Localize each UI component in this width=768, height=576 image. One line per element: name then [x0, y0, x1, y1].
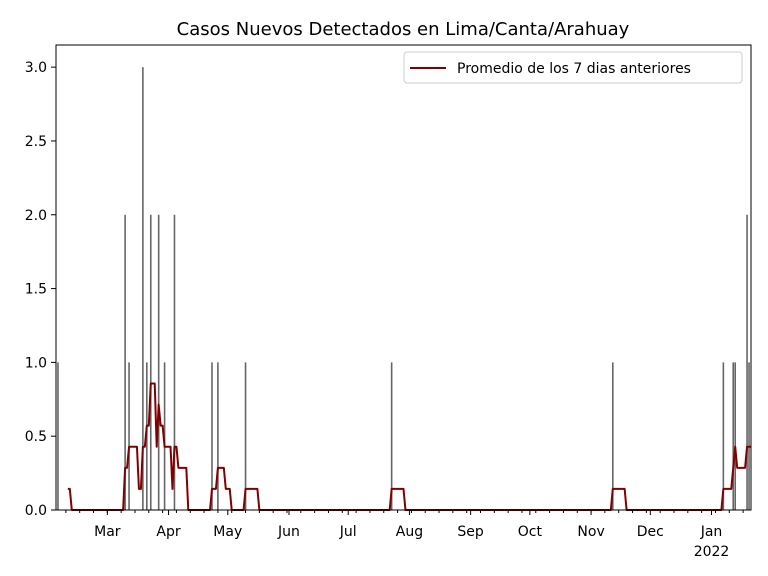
bar: [128, 362, 130, 510]
y-tick-label: 3.0: [25, 60, 47, 76]
y-tick-label: 1.0: [25, 355, 47, 371]
x-tick-label: Jun: [277, 524, 300, 540]
bar: [57, 362, 59, 510]
x-tick-label: Dec: [637, 524, 664, 540]
bar: [211, 362, 213, 510]
bar: [748, 362, 750, 510]
x-tick-label: May: [213, 524, 242, 540]
bar: [734, 362, 736, 510]
bar: [173, 214, 176, 510]
bar: [611, 362, 614, 510]
x-tick-label: Aug: [396, 524, 423, 540]
y-tick-label: 0.0: [25, 503, 47, 519]
plot-frame: [55, 44, 752, 511]
x-tick-label: Oct: [518, 524, 543, 540]
y-tick-label: 0.5: [25, 429, 47, 445]
x-tick-label: Jan: [700, 524, 723, 540]
legend-box: [403, 51, 743, 84]
x-tick-label: Jul: [339, 524, 357, 540]
bar: [157, 214, 160, 510]
y-tick-label: 2.0: [25, 208, 47, 224]
y-axis: 0.0 0.5 1.0 1.5 2.0 2.5 3.0: [25, 60, 56, 519]
bar: [124, 214, 126, 510]
bar: [746, 214, 748, 510]
bar: [217, 362, 219, 510]
bar: [244, 362, 247, 510]
legend-label: Promedio de los 7 dias anteriores: [457, 61, 691, 77]
bar: [390, 362, 393, 510]
bar: [142, 67, 144, 510]
bar: [732, 362, 735, 510]
x-axis: Mar Apr May Jun Jul Aug Sep Oct Nov Dec Jan 2022: [65, 510, 744, 560]
x-tick-label: Sep: [457, 524, 484, 540]
x-tick-year-label: 2022: [694, 544, 730, 560]
legend: Promedio de los 7 dias anteriores: [403, 51, 743, 84]
x-tick-label: Apr: [156, 524, 180, 540]
bar-series: [57, 67, 750, 510]
chart-title: Casos Nuevos Detectados en Lima/Canta/Ar…: [177, 19, 630, 40]
x-tick-label: Mar: [94, 524, 121, 540]
y-tick-label: 2.5: [25, 134, 47, 150]
y-tick-label: 1.5: [25, 282, 47, 298]
bar: [722, 362, 725, 510]
x-tick-label: Nov: [577, 524, 604, 540]
bar: [149, 214, 152, 510]
